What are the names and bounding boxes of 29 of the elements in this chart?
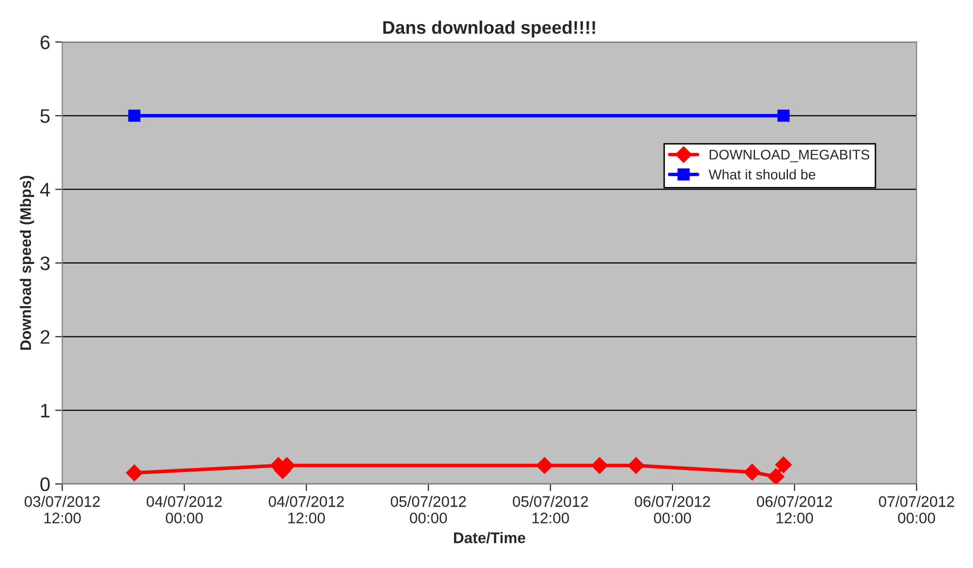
x-tick-label: 05/07/2012 00:00 xyxy=(390,496,466,524)
point xyxy=(768,468,784,484)
point xyxy=(628,457,644,474)
y-axis-title: Download speed (Mbps) xyxy=(20,176,34,350)
x-tick-label: 06/07/2012 00:00 xyxy=(634,496,710,524)
point xyxy=(536,457,553,474)
x-tick-label: 04/07/2012 00:00 xyxy=(146,496,222,524)
point xyxy=(744,464,761,481)
y-tick-label: 3 xyxy=(40,256,50,270)
y-tick-label: 6 xyxy=(40,36,50,50)
chart-title: Dans download speed!!!! xyxy=(383,20,596,38)
x-tick-label: 06/07/2012 12:00 xyxy=(756,496,832,524)
x-axis-title: Date/Time xyxy=(454,532,526,544)
point xyxy=(591,457,608,474)
x-tick-label: 03/07/2012 12:00 xyxy=(24,496,100,524)
legend-label: What it should be xyxy=(708,169,816,180)
y-tick-label: 0 xyxy=(40,477,50,492)
y-tick-label: 2 xyxy=(40,330,50,344)
y-tick-label: 1 xyxy=(41,404,50,418)
legend-label: DOWNLOAD_MEGABITS xyxy=(710,150,870,162)
point xyxy=(128,110,140,122)
y-tick-label: 5 xyxy=(40,109,50,123)
point xyxy=(777,110,790,122)
x-tick-label: 07/07/2012 00:00 xyxy=(878,496,954,524)
x-tick-label: 05/07/2012 12:00 xyxy=(512,496,588,524)
x-tick-label: 04/07/2012 12:00 xyxy=(268,496,344,524)
point xyxy=(775,456,792,474)
point xyxy=(126,464,143,482)
y-tick-label: 4 xyxy=(40,183,50,196)
